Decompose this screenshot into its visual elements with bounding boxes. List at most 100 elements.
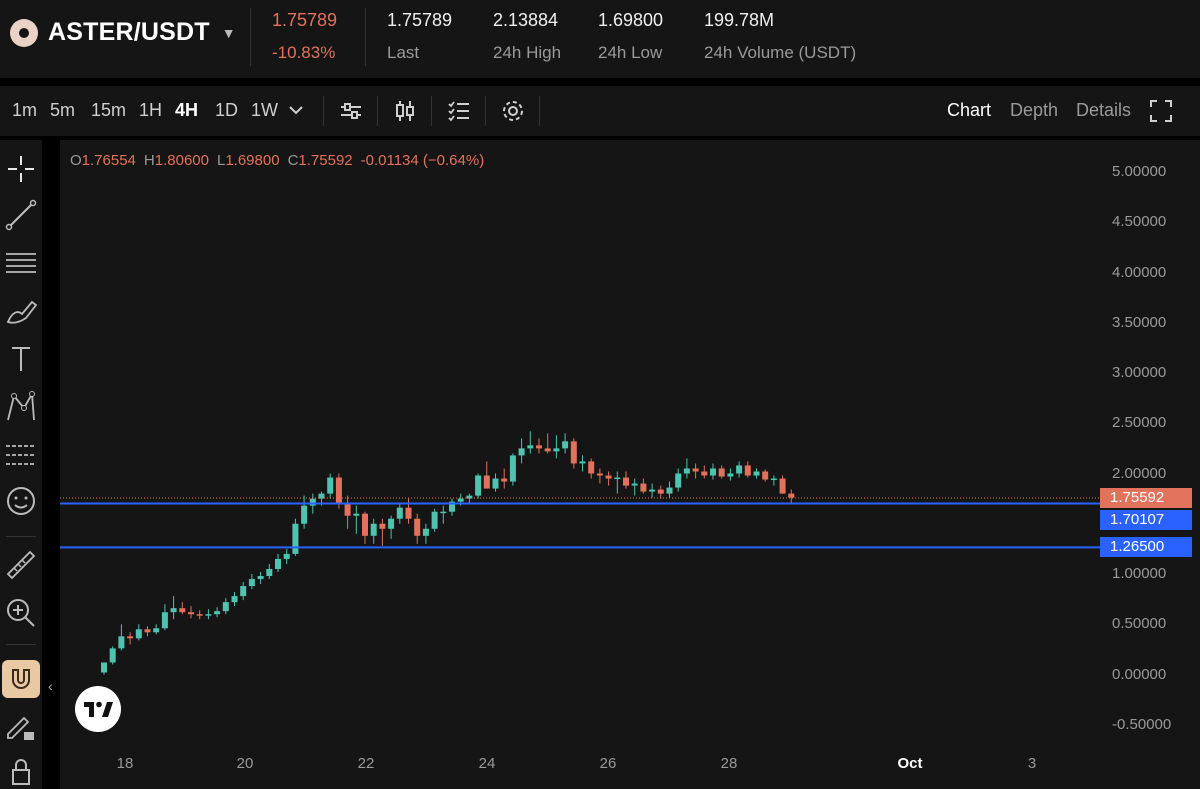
candle-body	[570, 441, 577, 464]
time-tick-label: 26	[599, 755, 617, 772]
candle-body	[770, 478, 777, 481]
candle-body	[135, 629, 142, 639]
time-axis[interactable]: 18 20 22 24 26 28 Oct 3	[60, 745, 1100, 789]
collapse-toolbar-icon[interactable]: ‹	[48, 678, 53, 694]
candle-body	[640, 483, 647, 492]
price-tag: 1.26500	[1100, 537, 1192, 558]
indicators-icon[interactable]	[338, 98, 364, 124]
divider	[6, 644, 36, 645]
low-label: L	[216, 152, 226, 169]
checklist-icon[interactable]	[446, 98, 472, 124]
candle-body	[222, 602, 229, 612]
time-tick-label: 3	[1027, 755, 1037, 772]
tab-details[interactable]: Details	[1076, 100, 1132, 120]
trend-line-icon[interactable]	[4, 198, 38, 232]
candle-body	[675, 473, 682, 488]
pattern-icon[interactable]	[4, 390, 38, 424]
timeframe-1w[interactable]: 1W	[251, 100, 278, 120]
timeframe-1m[interactable]: 1m	[12, 100, 38, 120]
candle-body	[536, 445, 542, 449]
tab-depth[interactable]: Depth	[1010, 100, 1059, 120]
crosshair-icon[interactable]	[4, 152, 38, 186]
horizontal-lines-icon[interactable]	[4, 246, 38, 280]
volume-stat: 199.78M 24h Volume (USDT)	[704, 10, 856, 63]
tradingview-logo-icon	[84, 701, 113, 717]
brush-icon[interactable]	[4, 294, 38, 328]
candle-body	[788, 493, 795, 498]
candle-body	[205, 614, 212, 616]
candle-body	[466, 495, 473, 499]
pair-selector[interactable]: ASTER/USDT ▼	[10, 18, 236, 47]
candle-body	[248, 579, 255, 587]
candle-body	[753, 471, 760, 476]
timeframe-1h[interactable]: 1H	[139, 100, 163, 120]
timeframe-4h[interactable]: 4H	[175, 100, 199, 120]
pencil-lock-icon[interactable]	[4, 710, 38, 744]
aster-coin-icon	[10, 18, 38, 47]
candle-body	[649, 489, 656, 492]
close-value: 1.75592	[298, 152, 353, 169]
high-value: 1.80600	[154, 152, 209, 169]
settings-gear-icon[interactable]	[500, 98, 526, 124]
chart-pane[interactable]	[60, 140, 1100, 745]
candle-body	[553, 448, 560, 452]
volume-value: 199.78M	[704, 10, 775, 30]
price-axis[interactable]: 5.00000 4.50000 4.00000 3.50000 3.00000 2.500…	[1100, 140, 1200, 745]
candle-body	[631, 483, 638, 486]
candle-body	[623, 477, 629, 486]
candle-body	[744, 465, 751, 476]
candle-body	[379, 523, 386, 529]
price-tag: 1.75592	[1100, 488, 1192, 509]
candle-body	[144, 629, 151, 633]
candle-body	[614, 477, 621, 480]
candle-body	[701, 471, 708, 476]
price-tick-label: 0.50000	[1112, 615, 1167, 633]
candle-body	[362, 513, 368, 536]
timeframe-5m[interactable]: 5m	[50, 100, 76, 120]
candle-body	[666, 487, 673, 494]
price-tick-label: -0.50000	[1112, 715, 1172, 733]
candle-body	[475, 475, 482, 496]
timeframe-1d[interactable]: 1D	[215, 100, 239, 120]
price-tick-label: 5.00000	[1112, 163, 1167, 180]
candle-body	[501, 478, 508, 482]
low-label: 24h Low	[598, 43, 663, 62]
fullscreen-icon[interactable]	[1148, 98, 1174, 124]
ruler-icon[interactable]	[4, 548, 38, 582]
price-tick-label: 2.50000	[1112, 414, 1167, 432]
divider	[431, 96, 432, 126]
timeframe-15m[interactable]: 15m	[91, 100, 127, 120]
lock-icon[interactable]	[4, 754, 38, 788]
candle-body	[344, 503, 351, 516]
candle-body	[335, 477, 342, 504]
candle-body	[588, 461, 595, 474]
divider	[377, 96, 378, 126]
high-label: H	[143, 152, 155, 169]
candle-type-icon[interactable]	[392, 98, 418, 124]
price-tick-label: 3.50000	[1112, 313, 1167, 331]
candle-body	[431, 511, 438, 529]
high-stat: 2.13884 24h High	[493, 10, 561, 63]
candle-body	[527, 445, 534, 449]
candle-body	[292, 523, 299, 554]
tab-chart[interactable]: Chart	[947, 100, 992, 120]
tradingview-logo	[75, 686, 121, 732]
candle-body	[492, 478, 499, 489]
emoji-icon[interactable]	[4, 484, 38, 518]
zoom-in-icon[interactable]	[4, 596, 38, 630]
candle-body	[440, 511, 447, 514]
candle-body	[231, 596, 238, 603]
candle-body	[127, 636, 134, 639]
text-tool-icon[interactable]	[4, 342, 38, 376]
current-price: 1.75789	[272, 10, 338, 30]
candle-body	[118, 636, 125, 649]
pair-name: ASTER/USDT	[48, 18, 210, 46]
ohlc-change: -0.01134 (−0.64%)	[360, 152, 485, 169]
fib-levels-icon[interactable]	[4, 438, 38, 472]
chevron-down-icon[interactable]	[286, 100, 312, 126]
magnet-button[interactable]	[2, 660, 40, 698]
candlestick-chart[interactable]	[60, 140, 1100, 745]
candle-body	[405, 507, 412, 519]
divider	[323, 96, 324, 126]
candle-body	[109, 648, 116, 663]
